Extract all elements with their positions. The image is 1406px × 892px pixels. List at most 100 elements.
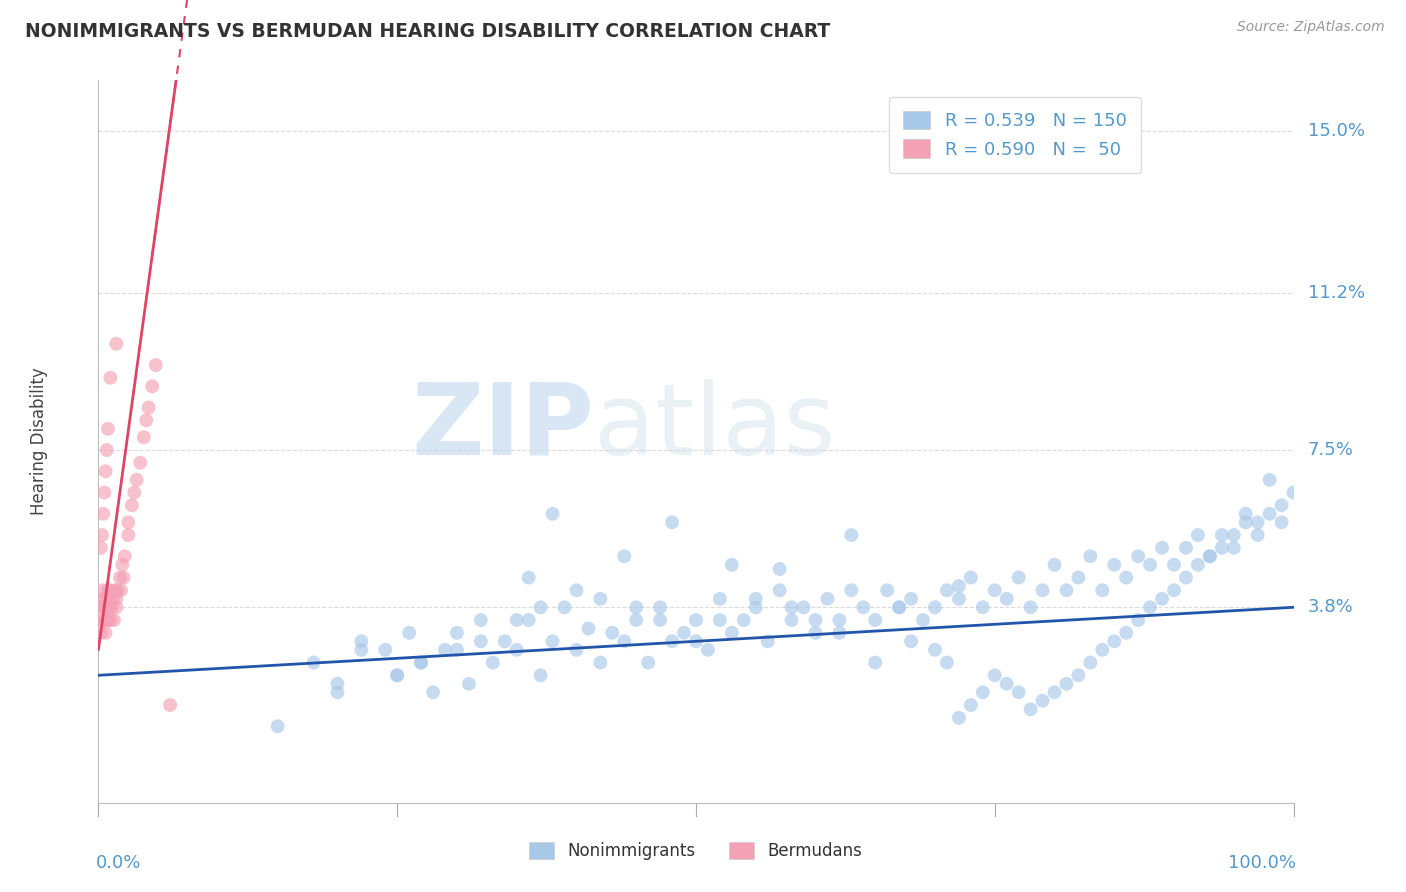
Point — [470, 634, 492, 648]
Point — [815, 591, 838, 606]
Point — [709, 591, 731, 606]
Text: 7.5%: 7.5% — [1308, 441, 1354, 459]
Point — [1043, 558, 1066, 572]
Point — [129, 456, 152, 470]
Point — [565, 642, 588, 657]
Point — [1234, 516, 1257, 530]
Point — [398, 625, 420, 640]
Point — [96, 443, 118, 458]
Point — [721, 558, 744, 572]
Point — [948, 591, 970, 606]
Point — [105, 591, 128, 606]
Point — [721, 625, 744, 640]
Point — [911, 613, 934, 627]
Point — [110, 583, 132, 598]
Point — [105, 600, 128, 615]
Point — [889, 600, 911, 615]
Point — [385, 668, 409, 682]
Point — [1223, 541, 1246, 555]
Point — [135, 413, 157, 427]
Point — [1199, 549, 1222, 564]
Point — [1282, 485, 1305, 500]
Point — [93, 485, 115, 500]
Point — [98, 371, 122, 385]
Text: 3.8%: 3.8% — [1308, 599, 1354, 616]
Point — [1043, 685, 1066, 699]
Point — [98, 613, 122, 627]
Point — [780, 613, 803, 627]
Point — [481, 656, 505, 670]
Point — [96, 600, 118, 615]
Point — [91, 591, 114, 606]
Point — [995, 677, 1018, 691]
Point — [613, 549, 636, 564]
Point — [852, 600, 875, 615]
Point — [709, 613, 731, 627]
Point — [302, 656, 325, 670]
Point — [1163, 583, 1185, 598]
Point — [661, 634, 683, 648]
Text: atlas: atlas — [595, 378, 837, 475]
Point — [1187, 558, 1209, 572]
Point — [589, 656, 612, 670]
Point — [90, 625, 112, 640]
Point — [517, 613, 540, 627]
Point — [517, 570, 540, 584]
Point — [565, 583, 588, 598]
Point — [1019, 702, 1042, 716]
Point — [1019, 600, 1042, 615]
Point — [889, 600, 911, 615]
Point — [385, 668, 409, 682]
Point — [350, 634, 373, 648]
Point — [995, 591, 1018, 606]
Point — [1175, 570, 1198, 584]
Point — [828, 613, 851, 627]
Point — [876, 583, 898, 598]
Point — [1008, 685, 1031, 699]
Point — [98, 591, 121, 606]
Point — [613, 634, 636, 648]
Point — [1271, 498, 1294, 512]
Point — [733, 613, 755, 627]
Point — [326, 677, 349, 691]
Point — [530, 600, 553, 615]
Point — [637, 656, 659, 670]
Point — [93, 613, 115, 627]
Point — [124, 485, 146, 500]
Point — [1115, 570, 1137, 584]
Point — [768, 583, 790, 598]
Point — [470, 613, 492, 627]
Point — [661, 516, 683, 530]
Point — [1211, 541, 1233, 555]
Point — [554, 600, 576, 615]
Point — [108, 570, 131, 584]
Point — [948, 579, 970, 593]
Text: NONIMMIGRANTS VS BERMUDAN HEARING DISABILITY CORRELATION CHART: NONIMMIGRANTS VS BERMUDAN HEARING DISABI… — [25, 22, 831, 41]
Point — [103, 613, 125, 627]
Point — [936, 583, 959, 598]
Point — [506, 613, 529, 627]
Point — [541, 507, 564, 521]
Point — [97, 583, 120, 598]
Point — [117, 528, 139, 542]
Point — [972, 685, 994, 699]
Point — [117, 516, 139, 530]
Text: 11.2%: 11.2% — [1308, 284, 1365, 301]
Point — [1115, 625, 1137, 640]
Point — [1175, 541, 1198, 555]
Point — [94, 625, 117, 640]
Legend: Nonimmigrants, Bermudans: Nonimmigrants, Bermudans — [523, 835, 869, 867]
Point — [984, 583, 1007, 598]
Point — [458, 677, 481, 691]
Point — [804, 613, 827, 627]
Text: 100.0%: 100.0% — [1227, 854, 1296, 871]
Point — [350, 642, 373, 657]
Point — [1080, 656, 1102, 670]
Point — [1104, 634, 1126, 648]
Point — [530, 668, 553, 682]
Point — [91, 583, 114, 598]
Point — [138, 401, 160, 415]
Point — [1199, 549, 1222, 564]
Point — [960, 698, 983, 712]
Point — [841, 583, 863, 598]
